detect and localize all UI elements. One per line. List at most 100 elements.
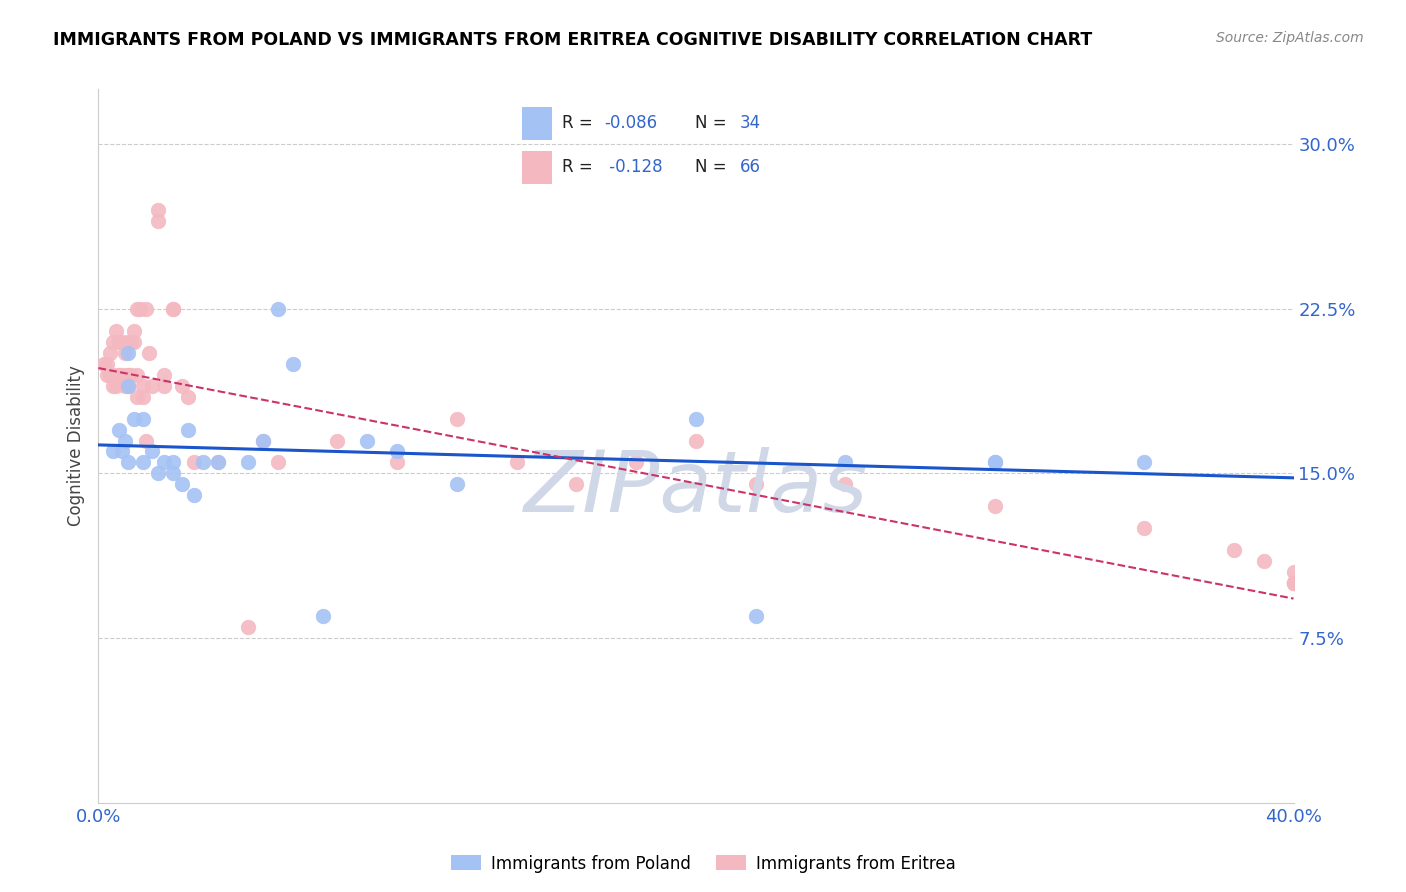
Point [267,455,290,469]
Y-axis label: Cognitive Disability: Cognitive Disability [66,366,84,526]
Text: N =: N = [695,114,731,132]
Point [93,357,115,371]
Point [120,368,142,382]
Point [138,345,160,359]
Point [124,411,146,425]
Point [117,368,139,382]
FancyBboxPatch shape [522,151,553,185]
Point [141,378,163,392]
Point [114,345,136,359]
Point [127,368,149,382]
Point [103,368,125,382]
Point [311,609,333,624]
Point [148,202,170,217]
Point [96,368,118,382]
Point [252,434,274,448]
Point [446,477,468,491]
Point [172,378,194,392]
Point [834,477,856,491]
FancyBboxPatch shape [522,106,553,140]
Point [129,301,152,316]
Point [124,334,146,349]
Legend: Immigrants from Poland, Immigrants from Eritrea: Immigrants from Poland, Immigrants from … [444,848,962,880]
Point [117,334,139,349]
Text: Source: ZipAtlas.com: Source: ZipAtlas.com [1216,31,1364,45]
Point [745,609,768,624]
Point [1133,521,1156,535]
Point [1282,576,1305,591]
Point [984,455,1007,469]
Text: R =: R = [561,114,598,132]
Text: -0.086: -0.086 [605,114,657,132]
Point [236,620,259,634]
Point [111,444,134,458]
Point [162,301,184,316]
Point [124,324,146,338]
Point [745,477,768,491]
Point [114,378,136,392]
Point [135,434,157,448]
Point [96,357,118,371]
Point [1282,576,1305,591]
Point [1282,566,1305,580]
Point [141,444,163,458]
Point [506,455,529,469]
Point [148,467,170,481]
Point [834,455,856,469]
Point [132,390,155,404]
Point [127,390,149,404]
Point [148,214,170,228]
Point [162,301,184,316]
Text: R =: R = [561,159,598,177]
Point [252,434,274,448]
Point [267,301,290,316]
Point [183,455,205,469]
Point [177,390,200,404]
Point [685,434,707,448]
Point [111,368,134,382]
Text: 66: 66 [740,159,761,177]
Point [385,444,409,458]
Point [984,500,1007,514]
Point [132,378,155,392]
Text: ZIPatlas: ZIPatlas [524,447,868,531]
Point [132,411,155,425]
Point [114,434,136,448]
Point [1253,554,1275,568]
Point [153,455,176,469]
Point [281,357,304,371]
Point [111,334,134,349]
Point [326,434,349,448]
Point [1282,576,1305,591]
Point [446,411,468,425]
Point [1133,455,1156,469]
Point [1282,576,1305,591]
Point [162,467,184,481]
Point [172,477,194,491]
Point [117,455,139,469]
Point [108,334,131,349]
Point [153,368,176,382]
Point [117,368,139,382]
Text: IMMIGRANTS FROM POLAND VS IMMIGRANTS FROM ERITREA COGNITIVE DISABILITY CORRELATI: IMMIGRANTS FROM POLAND VS IMMIGRANTS FRO… [53,31,1092,49]
Point [565,477,588,491]
Point [105,378,128,392]
Point [236,455,259,469]
Point [626,455,648,469]
Point [98,345,122,359]
Point [108,423,131,437]
Point [132,455,155,469]
Point [105,324,128,338]
Point [103,334,125,349]
Point [98,368,122,382]
Point [207,455,229,469]
Point [117,378,139,392]
Point [183,488,205,502]
Point [103,378,125,392]
Point [135,301,157,316]
Point [117,345,139,359]
Point [117,378,139,392]
Point [153,378,176,392]
Point [108,368,131,382]
Text: 34: 34 [740,114,761,132]
